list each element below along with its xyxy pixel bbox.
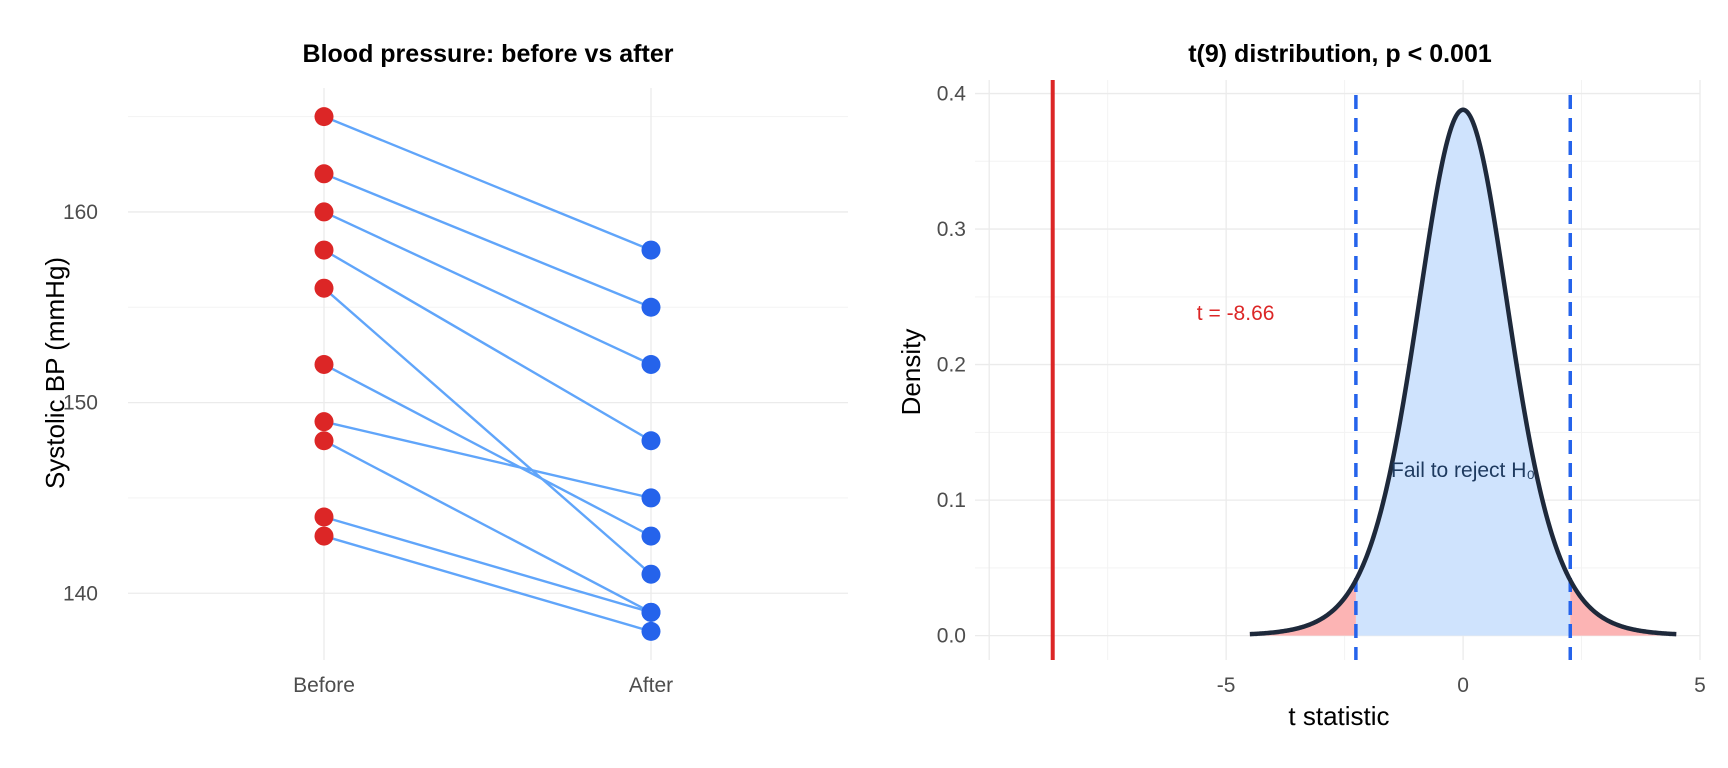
rejection-region-right [1570,580,1677,636]
right-panel: t(9) distribution, p < 0.001 t = -8.66 F… [896,40,1706,731]
right-grid [975,80,1701,660]
before-point-3 [314,240,334,260]
right-y-tick-2: 0.2 [937,354,966,377]
before-point-9 [314,526,334,546]
before-point-4 [314,278,334,298]
pair-line-5 [323,363,652,538]
density-curve [1248,107,1678,637]
left-chart-title: Blood pressure: before vs after [303,40,674,68]
right-reference-lines [1050,80,1573,660]
left-x-tick-labels: Before After [293,674,673,697]
pair-line-8 [323,515,652,614]
pair-line-7 [323,439,652,614]
right-y-tick-0: 0.0 [937,625,966,648]
before-point-7 [314,431,334,451]
left-y-axis-title: Systolic BP (mmHg) [40,257,70,489]
left-grid [128,88,848,660]
left-y-tick-labels: 140 150 160 [63,201,98,605]
right-x-tick-1: 0 [1457,674,1469,697]
pair-line-2 [323,210,652,366]
after-point-9 [641,621,661,641]
left-y-tick-2: 160 [63,201,98,224]
right-x-axis-title: t statistic [1288,701,1389,731]
right-density-fills [1249,109,1677,636]
left-y-tick-1: 150 [63,392,98,415]
acceptance-region [1355,109,1571,636]
before-point-2 [314,202,334,222]
pair-line-0 [323,115,652,252]
after-point-6 [641,488,661,508]
right-annotations: t = -8.66 Fail to reject H₀ [1197,302,1535,482]
before-point-0 [314,107,334,127]
right-chart-title: t(9) distribution, p < 0.001 [1188,40,1492,68]
after-point-5 [641,526,661,546]
after-point-0 [641,240,661,260]
right-y-tick-labels: 0.0 0.1 0.2 0.3 0.4 [937,83,967,648]
after-point-1 [641,297,661,317]
fail-to-reject-annotation: Fail to reject H₀ [1391,459,1535,482]
before-point-6 [314,412,334,432]
after-point-2 [641,354,661,374]
x-tick-before: Before [293,674,355,697]
after-point-4 [641,564,661,584]
left-panel: Blood pressure: before vs after 140 150 16… [40,40,848,697]
pair-line-4 [323,287,652,576]
pair-line-6 [323,420,652,500]
after-point-8 [641,602,661,622]
rejection-region-left [1249,580,1356,636]
right-y-tick-3: 0.3 [937,218,966,241]
right-y-axis-title: Density [896,329,926,416]
left-y-tick-0: 140 [63,582,98,605]
right-y-tick-4: 0.4 [937,83,967,106]
observed-t-annotation: t = -8.66 [1197,302,1275,325]
left-pair-lines [323,115,652,633]
before-point-5 [314,354,334,374]
pair-line-3 [323,249,652,442]
right-density-curve [1248,107,1678,637]
pair-line-1 [323,172,652,309]
left-points [314,107,661,641]
before-point-1 [314,164,334,184]
pair-line-9 [323,534,652,633]
right-x-tick-0: -5 [1217,674,1236,697]
right-x-tick-labels: -5 0 5 [1217,674,1706,697]
right-x-tick-2: 5 [1694,674,1706,697]
x-tick-after: After [629,674,673,697]
right-y-tick-1: 0.1 [937,489,966,512]
after-point-3 [641,431,661,451]
before-point-8 [314,507,334,527]
